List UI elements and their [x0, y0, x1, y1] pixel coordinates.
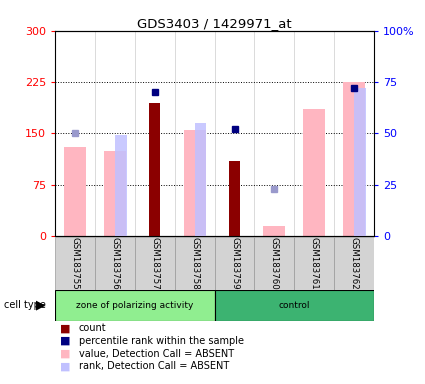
- Text: GSM183762: GSM183762: [350, 237, 359, 290]
- Text: count: count: [79, 323, 106, 333]
- Bar: [149, 103, 160, 236]
- Bar: [184, 130, 206, 236]
- Text: GSM183759: GSM183759: [230, 237, 239, 290]
- Text: GSM183760: GSM183760: [270, 237, 279, 290]
- Text: GSM183755: GSM183755: [71, 237, 79, 290]
- Text: ■: ■: [60, 336, 70, 346]
- Text: zone of polarizing activity: zone of polarizing activity: [76, 301, 194, 310]
- Bar: [95, 237, 135, 290]
- Bar: [116, 136, 127, 236]
- Bar: [354, 88, 366, 236]
- Bar: [334, 237, 374, 290]
- Bar: [215, 290, 374, 321]
- Bar: [343, 82, 365, 236]
- Title: GDS3403 / 1429971_at: GDS3403 / 1429971_at: [137, 17, 292, 30]
- Text: control: control: [278, 301, 310, 310]
- Bar: [264, 226, 285, 236]
- Text: GSM183758: GSM183758: [190, 237, 199, 290]
- Text: ▶: ▶: [36, 299, 46, 312]
- Bar: [55, 237, 95, 290]
- Bar: [55, 290, 215, 321]
- Text: cell type: cell type: [4, 300, 46, 310]
- Bar: [104, 151, 126, 236]
- Bar: [64, 147, 86, 236]
- Text: value, Detection Call = ABSENT: value, Detection Call = ABSENT: [79, 349, 234, 359]
- Text: GSM183761: GSM183761: [310, 237, 319, 290]
- Bar: [303, 109, 325, 236]
- Bar: [255, 237, 294, 290]
- Text: ■: ■: [60, 323, 70, 333]
- Text: percentile rank within the sample: percentile rank within the sample: [79, 336, 244, 346]
- Bar: [294, 237, 334, 290]
- Text: GSM183757: GSM183757: [150, 237, 159, 290]
- Bar: [195, 123, 206, 236]
- Text: ■: ■: [60, 361, 70, 371]
- Bar: [135, 237, 175, 290]
- Bar: [229, 161, 240, 236]
- Text: GSM183756: GSM183756: [110, 237, 119, 290]
- Bar: [175, 237, 215, 290]
- Text: ■: ■: [60, 349, 70, 359]
- Text: rank, Detection Call = ABSENT: rank, Detection Call = ABSENT: [79, 361, 229, 371]
- Bar: [215, 237, 255, 290]
